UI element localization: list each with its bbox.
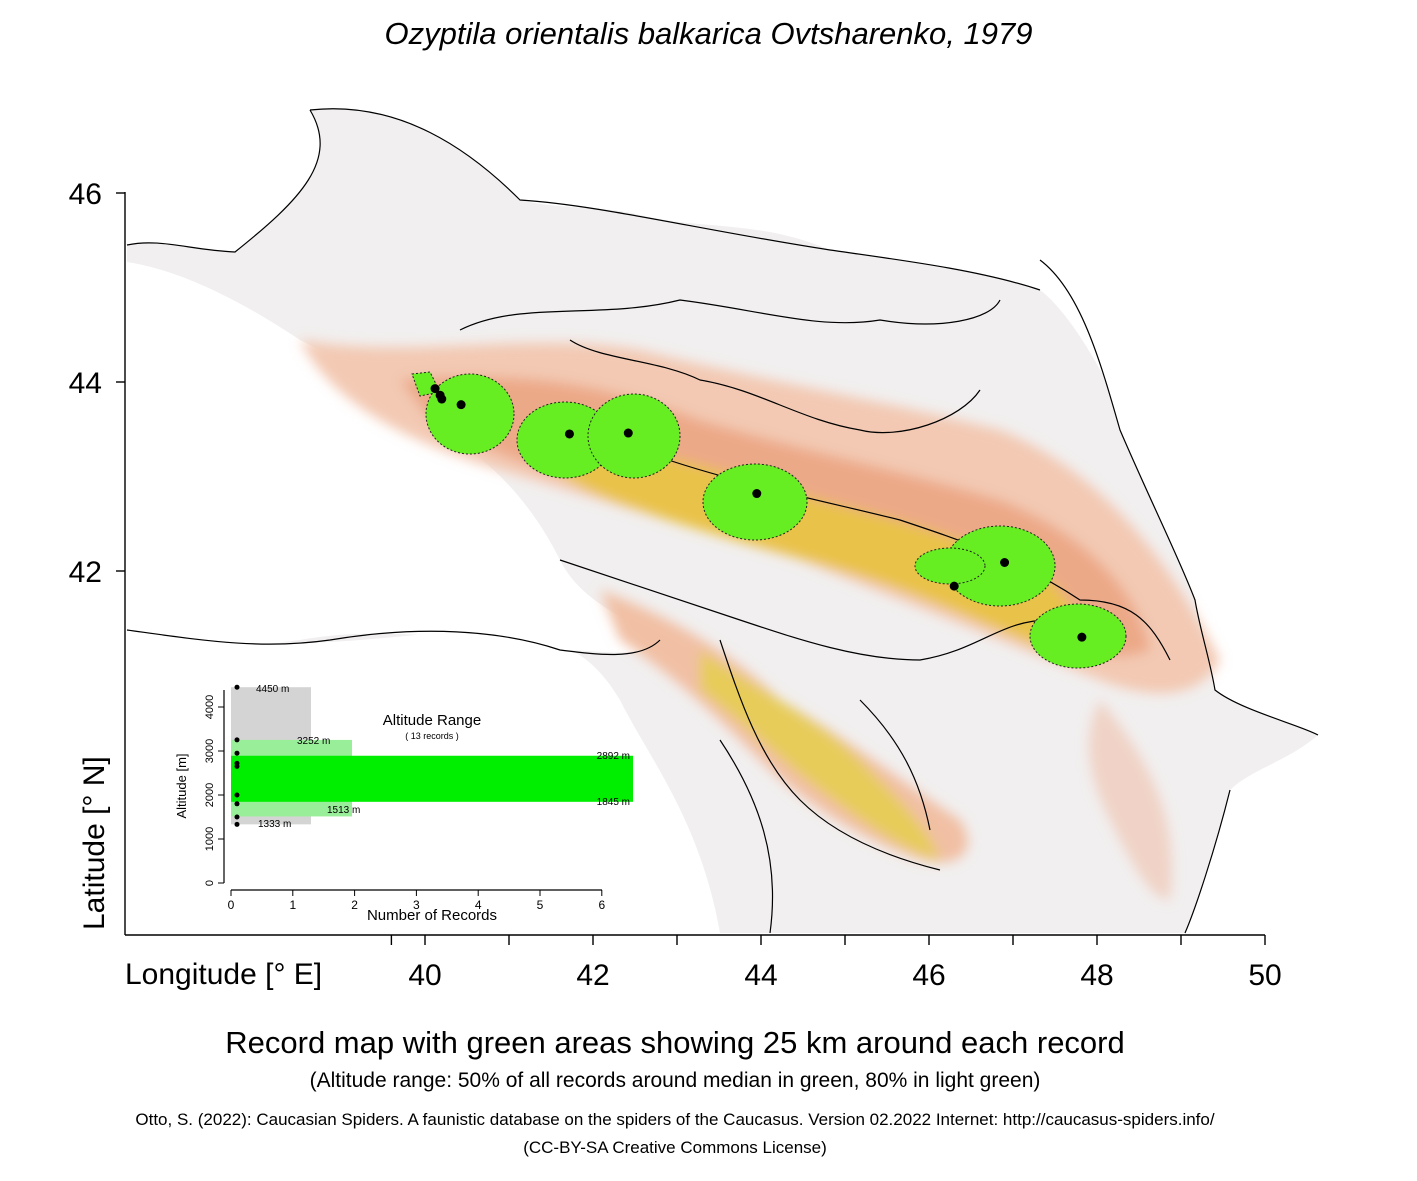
y-tick-label: 46 <box>69 178 102 211</box>
caption-main: Record map with green areas showing 25 k… <box>225 1025 1125 1060</box>
inset-title: Altitude Range <box>383 712 481 729</box>
x-tick-label: 42 <box>576 959 609 992</box>
credit-license: (CC-BY-SA Creative Commons License) <box>523 1138 827 1157</box>
label-p75: 2892 m <box>597 751 630 762</box>
x-axis-label: Longitude [° E] <box>125 958 323 991</box>
inset-y-tick-label: 3000 <box>204 739 216 763</box>
label-max: 4450 m <box>256 684 289 695</box>
inset-x-tick-label: 5 <box>537 898 544 912</box>
record-point <box>1000 557 1010 567</box>
inset-record-dot <box>234 763 240 769</box>
inset-record-dots <box>234 684 240 827</box>
record-point <box>437 394 447 404</box>
inset-y-tick-label: 1000 <box>204 827 216 851</box>
x-tick-label: 40 <box>408 959 441 992</box>
inset-record-dot <box>234 684 240 690</box>
record-point <box>623 428 633 438</box>
x-tick-label: 50 <box>1248 959 1281 992</box>
inset-record-dot <box>234 821 240 827</box>
inset-y-tick-label: 4000 <box>204 695 216 719</box>
label-p10: 1513 m <box>327 805 360 816</box>
inset-x-tick-label: 1 <box>289 898 296 912</box>
record-point <box>1077 632 1087 642</box>
inset-ticks: 0 1000 2000 3000 4000 0 1 2 3 4 5 6 <box>204 695 605 912</box>
x-tick-label: 46 <box>912 959 945 992</box>
inset-y-tick-label: 0 <box>204 880 216 886</box>
range-50 <box>231 755 633 802</box>
inset-record-dot <box>234 737 240 743</box>
label-p90: 3252 m <box>297 736 330 747</box>
record-point <box>752 489 762 499</box>
label-p25: 1845 m <box>597 797 630 808</box>
record-point <box>949 581 959 591</box>
inset-x-tick-label: 6 <box>598 898 605 912</box>
x-tick-label: 44 <box>744 959 777 992</box>
inset-x-tick-label: 4 <box>475 898 482 912</box>
record-point <box>456 400 466 410</box>
record-buffers <box>411 371 1127 669</box>
inset-record-dot <box>234 801 240 807</box>
y-tick-label: 44 <box>69 367 102 400</box>
caption-note: (Altitude range: 50% of all records arou… <box>309 1069 1041 1092</box>
inset-x-tick-label: 2 <box>351 898 358 912</box>
caspian-sea <box>1040 0 1417 735</box>
inset-y-label: Altitude [m] <box>174 753 189 818</box>
y-axis-label: Latitude [° N] <box>78 756 111 930</box>
inset-x-tick-label: 3 <box>413 898 420 912</box>
credit-citation: Otto, S. (2022): Caucasian Spiders. A fa… <box>135 1110 1215 1129</box>
inset-record-dot <box>234 750 240 756</box>
inset-record-dot <box>234 814 240 820</box>
record-points <box>430 384 1087 642</box>
inset-x-label: Number of Records <box>367 907 497 924</box>
inset-y-tick-label: 2000 <box>204 783 216 807</box>
map-title: Ozyptila orientalis balkarica Ovtsharenk… <box>384 16 1033 51</box>
record-point <box>430 384 440 394</box>
y-tick-label: 42 <box>69 556 102 589</box>
black-sea <box>127 262 660 653</box>
inset-subtitle: ( 13 records ) <box>405 731 459 741</box>
inset-record-dot <box>234 792 240 798</box>
x-tick-label: 48 <box>1080 959 1113 992</box>
label-min: 1333 m <box>258 819 291 830</box>
inset-x-tick-label: 0 <box>228 898 235 912</box>
record-point <box>564 429 574 439</box>
